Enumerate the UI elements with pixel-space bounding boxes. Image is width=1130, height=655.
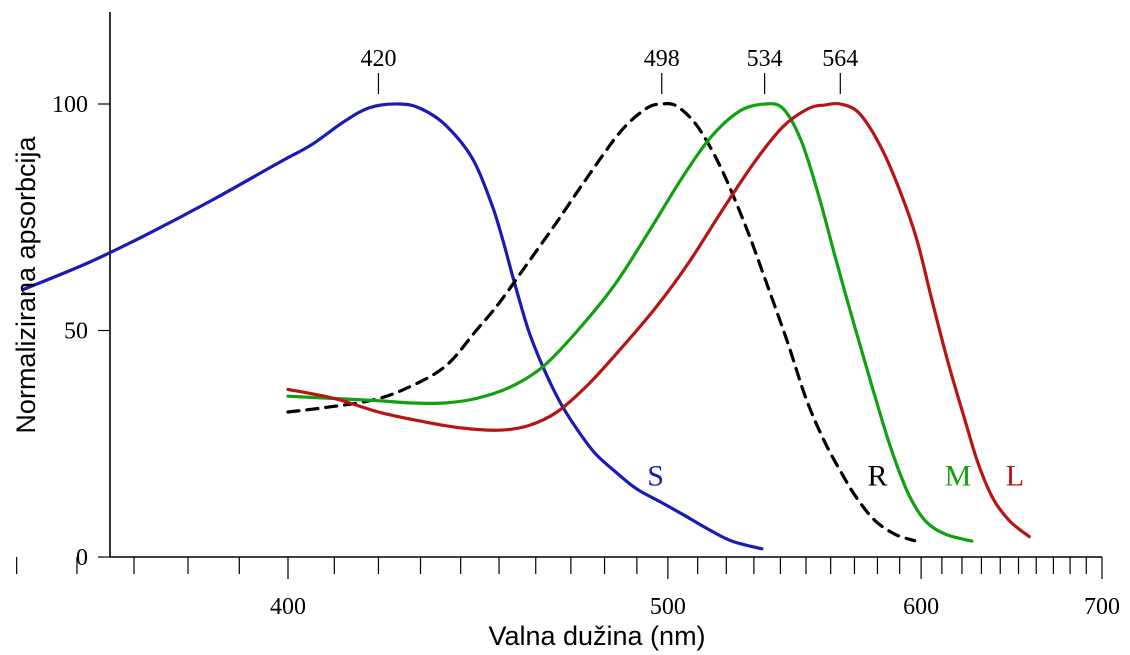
x-tick-label: 600 (903, 594, 939, 620)
curves (21, 101, 1031, 551)
y-tick-label: 50 (64, 319, 88, 345)
curve-S (21, 102, 764, 551)
series-label-R: R (867, 459, 887, 492)
peak-label: 420 (360, 46, 396, 72)
x-ticks: 400 500 600 700 (16, 557, 1120, 620)
axes (109, 12, 1102, 558)
peak-label: 534 (747, 46, 783, 72)
curve-L (286, 101, 1031, 539)
x-axis-title: Valna dužina (nm) (488, 621, 705, 651)
y-axis-title: Normalizirana apsorbcija (11, 135, 41, 433)
curve-R (286, 101, 917, 543)
y-tick-label: 100 (52, 92, 88, 118)
x-tick-label: 700 (1084, 594, 1120, 620)
peak-label: 498 (644, 46, 680, 72)
series-label-M: M (945, 459, 972, 492)
peak-label: 564 (822, 46, 858, 72)
x-tick-label: 500 (650, 594, 686, 620)
series-label-S: S (647, 459, 664, 492)
curve-M (286, 102, 974, 543)
x-tick-label: 400 (270, 594, 306, 620)
peak-markers: 420 498 534 564 (360, 46, 858, 94)
y-tick-label: 0 (76, 545, 88, 571)
y-ticks: 0 50 100 (52, 92, 110, 571)
series-label-L: L (1006, 459, 1024, 492)
